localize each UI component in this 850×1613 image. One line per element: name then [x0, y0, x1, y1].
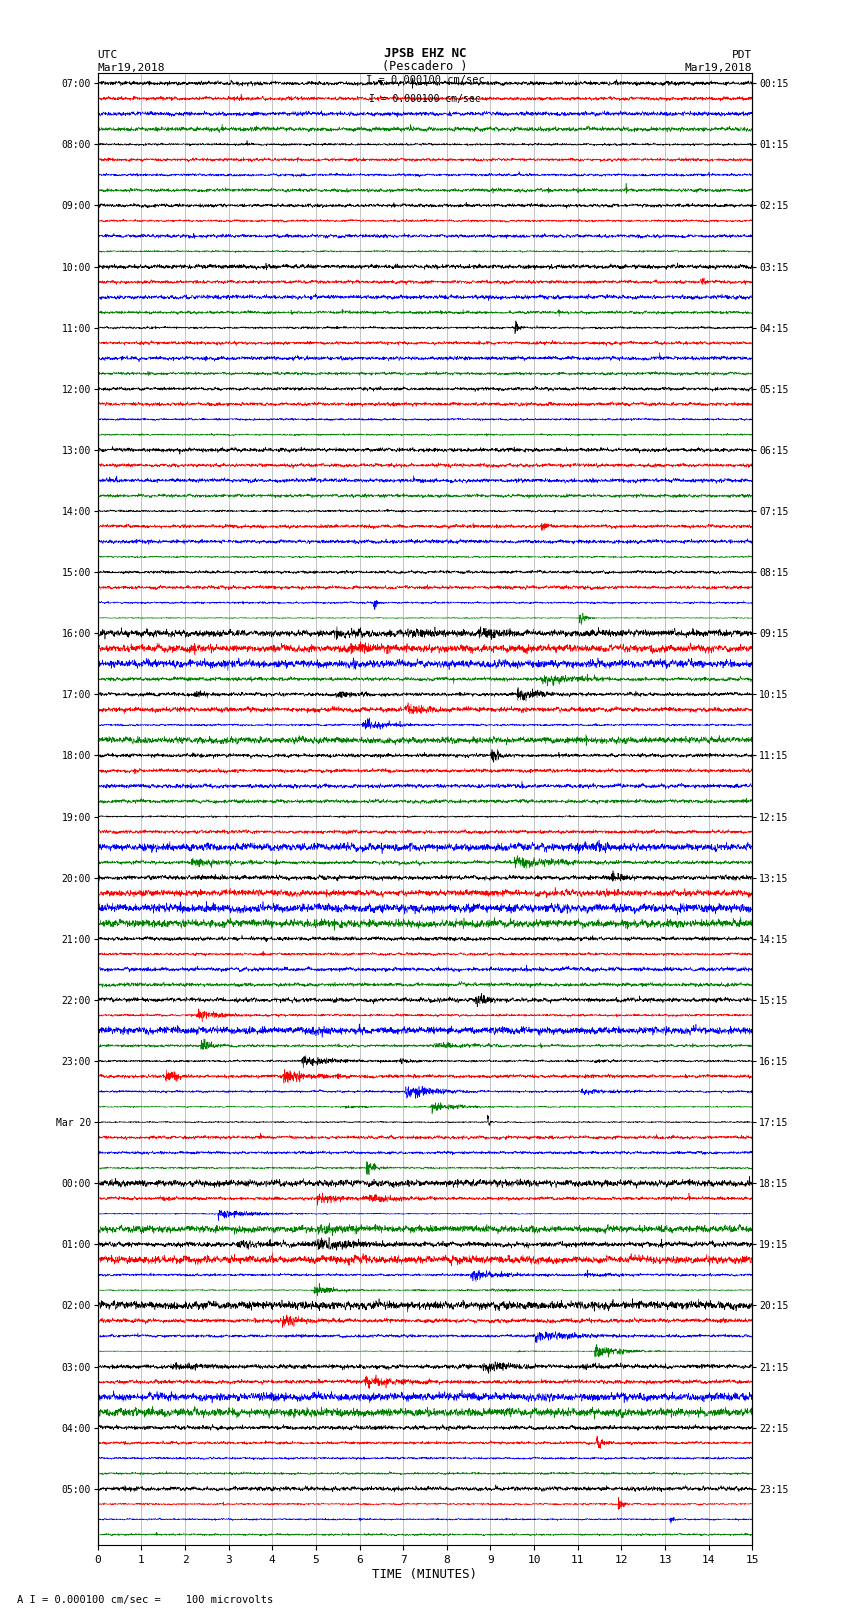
Text: I = 0.000100 cm/sec: I = 0.000100 cm/sec — [366, 74, 484, 84]
Text: Mar19,2018: Mar19,2018 — [685, 63, 752, 73]
Text: UTC: UTC — [98, 50, 118, 60]
Text: (Pescadero ): (Pescadero ) — [382, 60, 468, 73]
Text: PDT: PDT — [732, 50, 752, 60]
Text: A I = 0.000100 cm/sec =    100 microvolts: A I = 0.000100 cm/sec = 100 microvolts — [17, 1595, 273, 1605]
Text: Mar19,2018: Mar19,2018 — [98, 63, 165, 73]
Text: JPSB EHZ NC: JPSB EHZ NC — [383, 47, 467, 60]
X-axis label: TIME (MINUTES): TIME (MINUTES) — [372, 1568, 478, 1581]
Text: I = 0.000100 cm/sec: I = 0.000100 cm/sec — [369, 94, 481, 105]
